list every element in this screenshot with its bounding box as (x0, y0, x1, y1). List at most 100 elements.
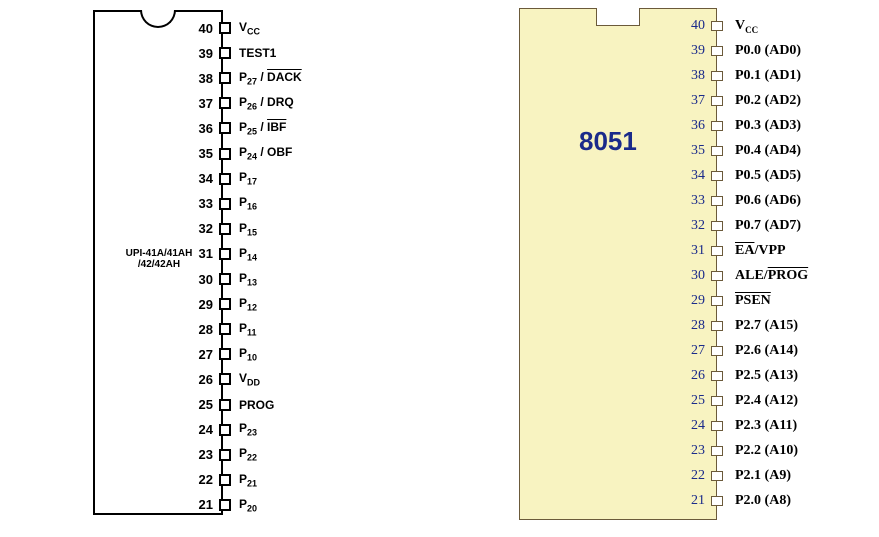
pin-connector (219, 47, 231, 59)
pin-right-22: 22P21 (197, 469, 257, 491)
pin-number: 34 (687, 168, 711, 184)
pin-number: 32 (197, 221, 219, 236)
pin-number: 37 (687, 93, 711, 109)
pin-connector (711, 396, 723, 406)
pin-right-38: 38P0.1 (AD1) (687, 65, 801, 87)
pin-right-37: 37P26 / DRQ (197, 92, 294, 114)
pin-connector (711, 121, 723, 131)
pin-number: 31 (197, 246, 219, 261)
pin-right-21: 21P20 (197, 494, 257, 516)
pin-connector (711, 196, 723, 206)
pin-number: 30 (687, 268, 711, 284)
pin-connector (219, 97, 231, 109)
pin-number: 25 (197, 397, 219, 412)
pin-number: 28 (197, 322, 219, 337)
pin-number: 27 (687, 343, 711, 359)
pin-connector (219, 424, 231, 436)
pin-number: 38 (687, 68, 711, 84)
pin-number: 36 (197, 121, 219, 136)
pin-connector (219, 72, 231, 84)
pin-number: 35 (687, 143, 711, 159)
pin-number: 21 (687, 493, 711, 509)
pin-connector (219, 348, 231, 360)
pin-number: 40 (197, 21, 219, 36)
pin-connector (219, 248, 231, 260)
pin-right-32: 32P15 (197, 218, 257, 240)
pin-right-27: 27P2.6 (A14) (687, 340, 798, 362)
pin-right-38: 38P27 / DACK (197, 67, 302, 89)
pin-right-30: 30P13 (197, 268, 257, 290)
pin-connector (711, 446, 723, 456)
pin-right-37: 37P0.2 (AD2) (687, 90, 801, 112)
pin-number: 32 (687, 218, 711, 234)
pin-number: 27 (197, 347, 219, 362)
pin-connector (219, 198, 231, 210)
pin-right-27: 27P10 (197, 343, 257, 365)
pin-right-26: 26P2.5 (A13) (687, 365, 798, 387)
pin-number: 39 (687, 43, 711, 59)
pin-right-39: 39P0.0 (AD0) (687, 40, 801, 62)
pin-connector (711, 246, 723, 256)
pin-connector (219, 373, 231, 385)
pin-connector (219, 223, 231, 235)
pin-connector (219, 273, 231, 285)
pin-right-26: 26VDD (197, 368, 260, 390)
pin-number: 31 (687, 243, 711, 259)
pin-number: 36 (687, 118, 711, 134)
pin-right-22: 22P2.1 (A9) (687, 465, 791, 487)
pin-right-29: 29PSEN (687, 290, 771, 312)
pin-right-33: 33P0.6 (AD6) (687, 190, 801, 212)
pin-number: 22 (197, 472, 219, 487)
pin-right-34: 34P17 (197, 168, 257, 190)
pin-connector (219, 173, 231, 185)
chip-notch (596, 8, 640, 26)
pin-right-28: 28P11 (197, 318, 257, 340)
pin-connector (711, 271, 723, 281)
pin-connector (711, 96, 723, 106)
pin-number: 23 (687, 443, 711, 459)
pin-connector (219, 122, 231, 134)
pin-number: 29 (197, 297, 219, 312)
pin-connector (711, 71, 723, 81)
pin-right-40: 40VCC (687, 15, 758, 37)
pin-right-35: 35P0.4 (AD4) (687, 140, 801, 162)
chip-center-label: UPI-41A/41AH /42/42AH (121, 248, 197, 270)
pin-connector (219, 22, 231, 34)
pin-number: 33 (197, 196, 219, 211)
pin-connector (711, 171, 723, 181)
pin-connector (711, 346, 723, 356)
pin-right-24: 24P2.3 (A11) (687, 415, 797, 437)
pin-number: 24 (687, 418, 711, 434)
pin-number: 26 (197, 372, 219, 387)
pin-number: 21 (197, 497, 219, 512)
pin-right-25: 25P2.4 (A12) (687, 390, 798, 412)
pin-connector (711, 471, 723, 481)
pin-connector (219, 399, 231, 411)
pin-right-34: 34P0.5 (AD5) (687, 165, 801, 187)
pin-right-23: 23P22 (197, 444, 257, 466)
pin-connector (219, 148, 231, 160)
pin-right-32: 32P0.7 (AD7) (687, 215, 801, 237)
pin-right-25: 25PROG (197, 394, 274, 416)
pin-connector (711, 146, 723, 156)
pin-connector (219, 323, 231, 335)
pin-connector (711, 46, 723, 56)
pin-connector (711, 21, 723, 31)
pin-connector (711, 421, 723, 431)
pin-right-33: 33P16 (197, 193, 257, 215)
pin-right-36: 36P0.3 (AD3) (687, 115, 801, 137)
pin-number: 34 (197, 171, 219, 186)
pin-number: 33 (687, 193, 711, 209)
pin-connector (711, 321, 723, 331)
pin-number: 28 (687, 318, 711, 334)
pin-number: 22 (687, 468, 711, 484)
chip-notch (140, 10, 176, 28)
pin-number: 23 (197, 447, 219, 462)
pin-number: 25 (687, 393, 711, 409)
pin-right-23: 23P2.2 (A10) (687, 440, 798, 462)
pin-right-28: 28P2.7 (A15) (687, 315, 798, 337)
pin-connector (711, 221, 723, 231)
pin-right-24: 24P23 (197, 419, 257, 441)
pin-number: 35 (197, 146, 219, 161)
pin-right-30: 30ALE/PROG (687, 265, 808, 287)
